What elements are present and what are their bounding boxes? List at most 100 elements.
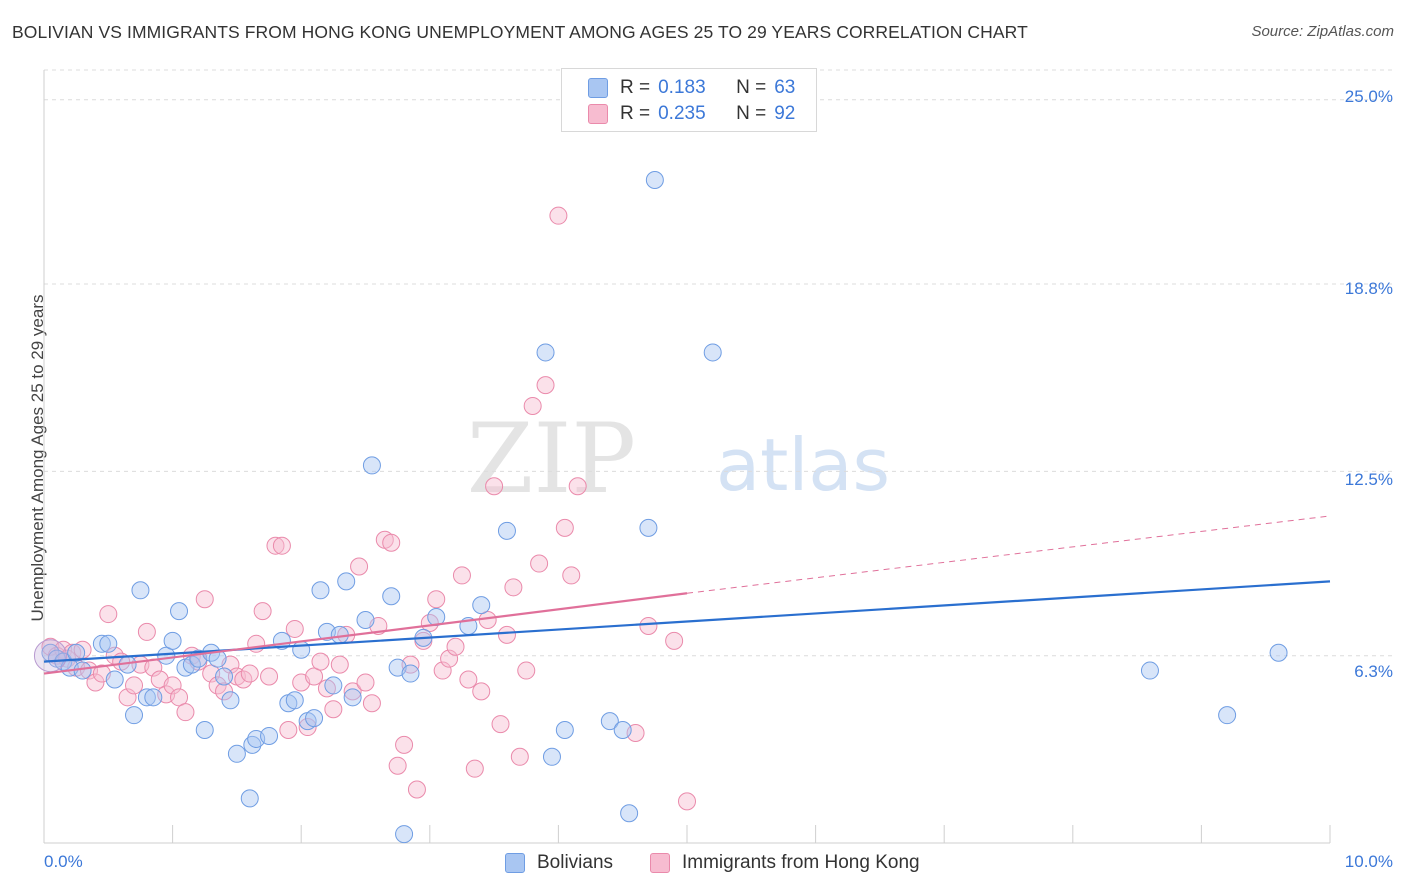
hong-kong-point xyxy=(279,721,298,740)
bolivian-point xyxy=(645,171,664,190)
hong-kong-point xyxy=(530,554,549,573)
watermark-zip: ZIP xyxy=(467,403,636,515)
hong-kong-point xyxy=(665,631,684,650)
hong-kong-point xyxy=(459,670,478,689)
bolivian-point xyxy=(401,664,420,683)
legend-swatch-bolivians xyxy=(588,78,608,98)
bolivian-point xyxy=(395,825,414,844)
bolivian-point xyxy=(157,646,176,665)
hong-kong-point xyxy=(388,756,407,775)
hong-kong-trend-line xyxy=(43,592,688,675)
series-legend: Bolivians Immigrants from Hong Kong xyxy=(0,852,1406,878)
source-credit: Source: ZipAtlas.com xyxy=(1251,23,1394,40)
bolivian-point xyxy=(639,518,658,537)
hong-kong-point xyxy=(433,661,452,680)
hong-kong-point xyxy=(356,673,375,692)
hong-kong-point xyxy=(446,637,465,656)
y-tick-25: 25.0% xyxy=(1344,87,1393,106)
legend-row-hong-kong: R = 0.235 N = 92 xyxy=(588,102,795,126)
bolivian-point xyxy=(195,721,214,740)
bolivian-point xyxy=(99,634,118,653)
legend-r-value: 0.183 xyxy=(658,77,706,98)
bolivian-point xyxy=(221,691,240,710)
hong-kong-point xyxy=(285,619,304,638)
hong-kong-point xyxy=(523,396,542,415)
hong-kong-point xyxy=(562,566,581,585)
bolivian-point xyxy=(337,572,356,591)
bolivian-point xyxy=(163,631,182,650)
legend-swatch-hong-kong xyxy=(588,104,608,124)
bolivian-point xyxy=(472,596,491,615)
hong-kong-point xyxy=(517,661,536,680)
hong-kong-point xyxy=(215,682,234,701)
bolivian-point xyxy=(215,667,234,686)
hong-kong-point xyxy=(253,602,272,621)
hong-kong-point xyxy=(330,655,349,674)
bolivian-point xyxy=(600,712,619,731)
legend-n-value: 92 xyxy=(774,103,796,124)
cluster-point xyxy=(33,639,67,673)
hong-kong-point xyxy=(305,667,324,686)
legend-r-value: 0.235 xyxy=(658,103,706,124)
hong-kong-point xyxy=(497,625,516,644)
bolivian-point xyxy=(703,343,722,362)
legend-item-hong-kong[interactable]: Immigrants from Hong Kong xyxy=(650,852,920,874)
legend-item-bolivians[interactable]: Bolivians xyxy=(505,852,613,874)
x-tick-min: 0.0% xyxy=(44,852,83,871)
legend-n-label: N = xyxy=(736,103,767,124)
hong-kong-point xyxy=(195,590,214,609)
hong-kong-point xyxy=(427,590,446,609)
hong-kong-point xyxy=(362,694,381,713)
hong-kong-point xyxy=(407,780,426,799)
bolivian-point xyxy=(324,676,343,695)
hong-kong-point xyxy=(440,649,459,668)
hong-kong-point xyxy=(504,578,523,597)
legend-r-label: R = xyxy=(620,103,651,124)
bolivian-point xyxy=(555,721,574,740)
hong-kong-point xyxy=(491,715,510,734)
bolivian-point xyxy=(1218,706,1237,725)
legend-label-hong-kong: Immigrants from Hong Kong xyxy=(682,852,920,873)
bolivian-point xyxy=(125,706,144,725)
hong-kong-point xyxy=(86,673,105,692)
legend-r-label: R = xyxy=(620,77,651,98)
hong-kong-point xyxy=(163,676,182,695)
bolivian-point xyxy=(170,602,189,621)
hong-kong-point xyxy=(350,557,369,576)
hong-kong-point xyxy=(555,518,574,537)
bolivian-point xyxy=(285,691,304,710)
chart-title: BOLIVIAN VS IMMIGRANTS FROM HONG KONG UN… xyxy=(12,22,1028,42)
hong-kong-point xyxy=(272,536,291,555)
legend-n-value: 63 xyxy=(774,77,796,98)
bolivian-point xyxy=(542,747,561,766)
hong-kong-point xyxy=(260,667,279,686)
hong-kong-point xyxy=(176,703,195,722)
bolivian-point xyxy=(536,343,555,362)
hong-kong-trend-extension xyxy=(686,515,1331,594)
hong-kong-point xyxy=(568,477,587,496)
bolivian-point xyxy=(613,721,632,740)
bolivian-point xyxy=(137,688,156,707)
hong-kong-point xyxy=(510,747,529,766)
hong-kong-point xyxy=(382,533,401,552)
hong-kong-point xyxy=(536,376,555,395)
hong-kong-point xyxy=(137,622,156,641)
bolivians-trend-line xyxy=(43,580,1331,663)
bolivian-point xyxy=(260,726,279,745)
bolivian-point xyxy=(305,709,324,728)
bolivian-point xyxy=(1269,643,1288,662)
bolivian-point xyxy=(227,744,246,763)
bolivian-point xyxy=(362,456,381,475)
bolivian-point xyxy=(1140,661,1159,680)
hong-kong-point xyxy=(125,676,144,695)
y-tick-6-3: 6.3% xyxy=(1354,662,1393,681)
hong-kong-point xyxy=(472,682,491,701)
bolivian-point xyxy=(144,688,163,707)
legend-label-bolivians: Bolivians xyxy=(537,852,614,873)
legend-swatch-bolivians xyxy=(505,853,525,873)
legend-row-bolivians: R = 0.183 N = 63 xyxy=(588,76,795,100)
hong-kong-point xyxy=(395,735,414,754)
hong-kong-point xyxy=(298,718,317,737)
y-tick-18-8: 18.8% xyxy=(1344,279,1393,298)
bolivian-point xyxy=(292,640,311,659)
